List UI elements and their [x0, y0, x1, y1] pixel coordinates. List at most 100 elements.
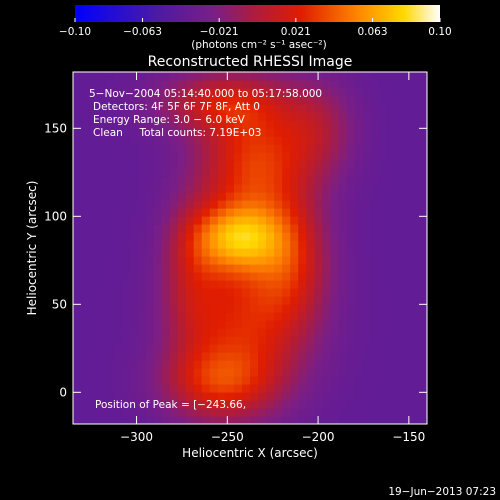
- heatmap-cell: [73, 344, 82, 353]
- heatmap-cell: [169, 400, 179, 409]
- heatmap-cell: [418, 88, 427, 97]
- heatmap-cell: [362, 88, 372, 97]
- heatmap-cell: [298, 256, 307, 265]
- heatmap-cell: [233, 304, 243, 313]
- heatmap-cell: [330, 264, 340, 273]
- heatmap-cell: [129, 120, 138, 129]
- heatmap-cell: [362, 264, 372, 273]
- heatmap-cell: [185, 360, 195, 369]
- heatmap-cell: [145, 136, 155, 145]
- heatmap-cell: [362, 112, 372, 121]
- heatmap-cell: [386, 104, 396, 113]
- heatmap-cell: [258, 192, 267, 201]
- heatmap-cell: [161, 176, 171, 185]
- heatmap-cell: [346, 368, 356, 377]
- heatmap-cell: [161, 128, 171, 137]
- heatmap-cell: [217, 88, 227, 97]
- heatmap-cell: [418, 328, 427, 337]
- heatmap-cell: [233, 232, 243, 241]
- heatmap-cell: [282, 368, 291, 377]
- heatmap-cell: [290, 184, 299, 193]
- heatmap-cell: [378, 312, 388, 321]
- heatmap-cell: [346, 112, 356, 121]
- annotation-energy-range: Energy Range: 3.0 − 6.0 keV: [93, 114, 246, 126]
- heatmap-cell: [394, 96, 404, 105]
- heatmap-cell: [169, 416, 179, 424]
- heatmap-cell: [258, 320, 267, 329]
- heatmap-cell: [73, 96, 82, 105]
- heatmap-cell: [250, 264, 259, 273]
- heatmap-cell: [217, 288, 227, 297]
- heatmap-cell: [394, 280, 404, 289]
- heatmap-cell: [378, 256, 388, 265]
- heatmap-cell: [338, 248, 348, 257]
- heatmap-cell: [250, 176, 259, 185]
- heatmap-cell: [346, 264, 356, 273]
- heatmap-cell: [225, 248, 235, 257]
- heatmap-cell: [378, 160, 388, 169]
- heatmap-cell: [298, 368, 307, 377]
- heatmap-cell: [282, 312, 291, 321]
- heatmap-cell: [298, 304, 307, 313]
- heatmap-cell: [105, 240, 114, 249]
- heatmap-cell: [298, 400, 307, 409]
- heatmap-cell: [217, 336, 227, 345]
- heatmap-cell: [129, 144, 138, 153]
- heatmap-cell: [322, 400, 332, 409]
- heatmap-cell: [362, 416, 372, 424]
- heatmap-cell: [81, 184, 90, 193]
- heatmap-cell: [145, 384, 155, 393]
- heatmap-cell: [306, 168, 315, 177]
- heatmap-cell: [217, 120, 227, 129]
- heatmap-cell: [354, 304, 364, 313]
- heatmap-cell: [266, 232, 275, 241]
- heatmap-cell: [314, 128, 324, 137]
- heatmap-cell: [225, 96, 235, 105]
- heatmap-cell: [81, 80, 90, 89]
- heatmap-cell: [290, 200, 299, 209]
- heatmap-cell: [169, 200, 179, 209]
- heatmap-cell: [410, 320, 420, 329]
- heatmap-cell: [81, 232, 90, 241]
- heatmap-cell: [97, 144, 106, 153]
- heatmap-cell: [250, 168, 259, 177]
- heatmap-cell: [354, 96, 364, 105]
- heatmap-cell: [402, 240, 412, 249]
- heatmap-cell: [97, 296, 106, 305]
- heatmap-cell: [306, 344, 315, 353]
- heatmap-cell: [266, 392, 275, 401]
- heatmap-cell: [346, 344, 356, 353]
- heatmap-cell: [113, 392, 122, 401]
- heatmap-cell: [314, 168, 324, 177]
- heatmap-cell: [274, 208, 283, 217]
- heatmap-cell: [394, 152, 404, 161]
- heatmap-cell: [217, 256, 227, 265]
- heatmap-cell: [394, 408, 404, 417]
- heatmap-cell: [410, 376, 420, 385]
- heatmap-cell: [410, 272, 420, 281]
- heatmap-cell: [105, 344, 114, 353]
- heatmap-cell: [258, 264, 267, 273]
- heatmap-cell: [81, 384, 90, 393]
- heatmap-cell: [362, 352, 372, 361]
- heatmap-cell: [217, 248, 227, 257]
- heatmap-cell: [169, 240, 179, 249]
- heatmap-cell: [362, 336, 372, 345]
- heatmap-cell: [370, 232, 380, 241]
- heatmap-cell: [346, 296, 356, 305]
- heatmap-cell: [113, 320, 122, 329]
- heatmap-cell: [241, 376, 251, 385]
- heatmap-cell: [193, 288, 203, 297]
- heatmap-cell: [73, 80, 82, 89]
- heatmap-cell: [418, 376, 427, 385]
- heatmap-cell: [378, 320, 388, 329]
- heatmap-cell: [209, 352, 219, 361]
- heatmap-cell: [193, 392, 203, 401]
- heatmap-cell: [105, 160, 114, 169]
- heatmap-cell: [338, 224, 348, 233]
- heatmap-cell: [209, 104, 219, 113]
- heatmap-cell: [233, 312, 243, 321]
- heatmap-cell: [346, 288, 356, 297]
- heatmap-cell: [81, 248, 90, 257]
- heatmap-cell: [378, 192, 388, 201]
